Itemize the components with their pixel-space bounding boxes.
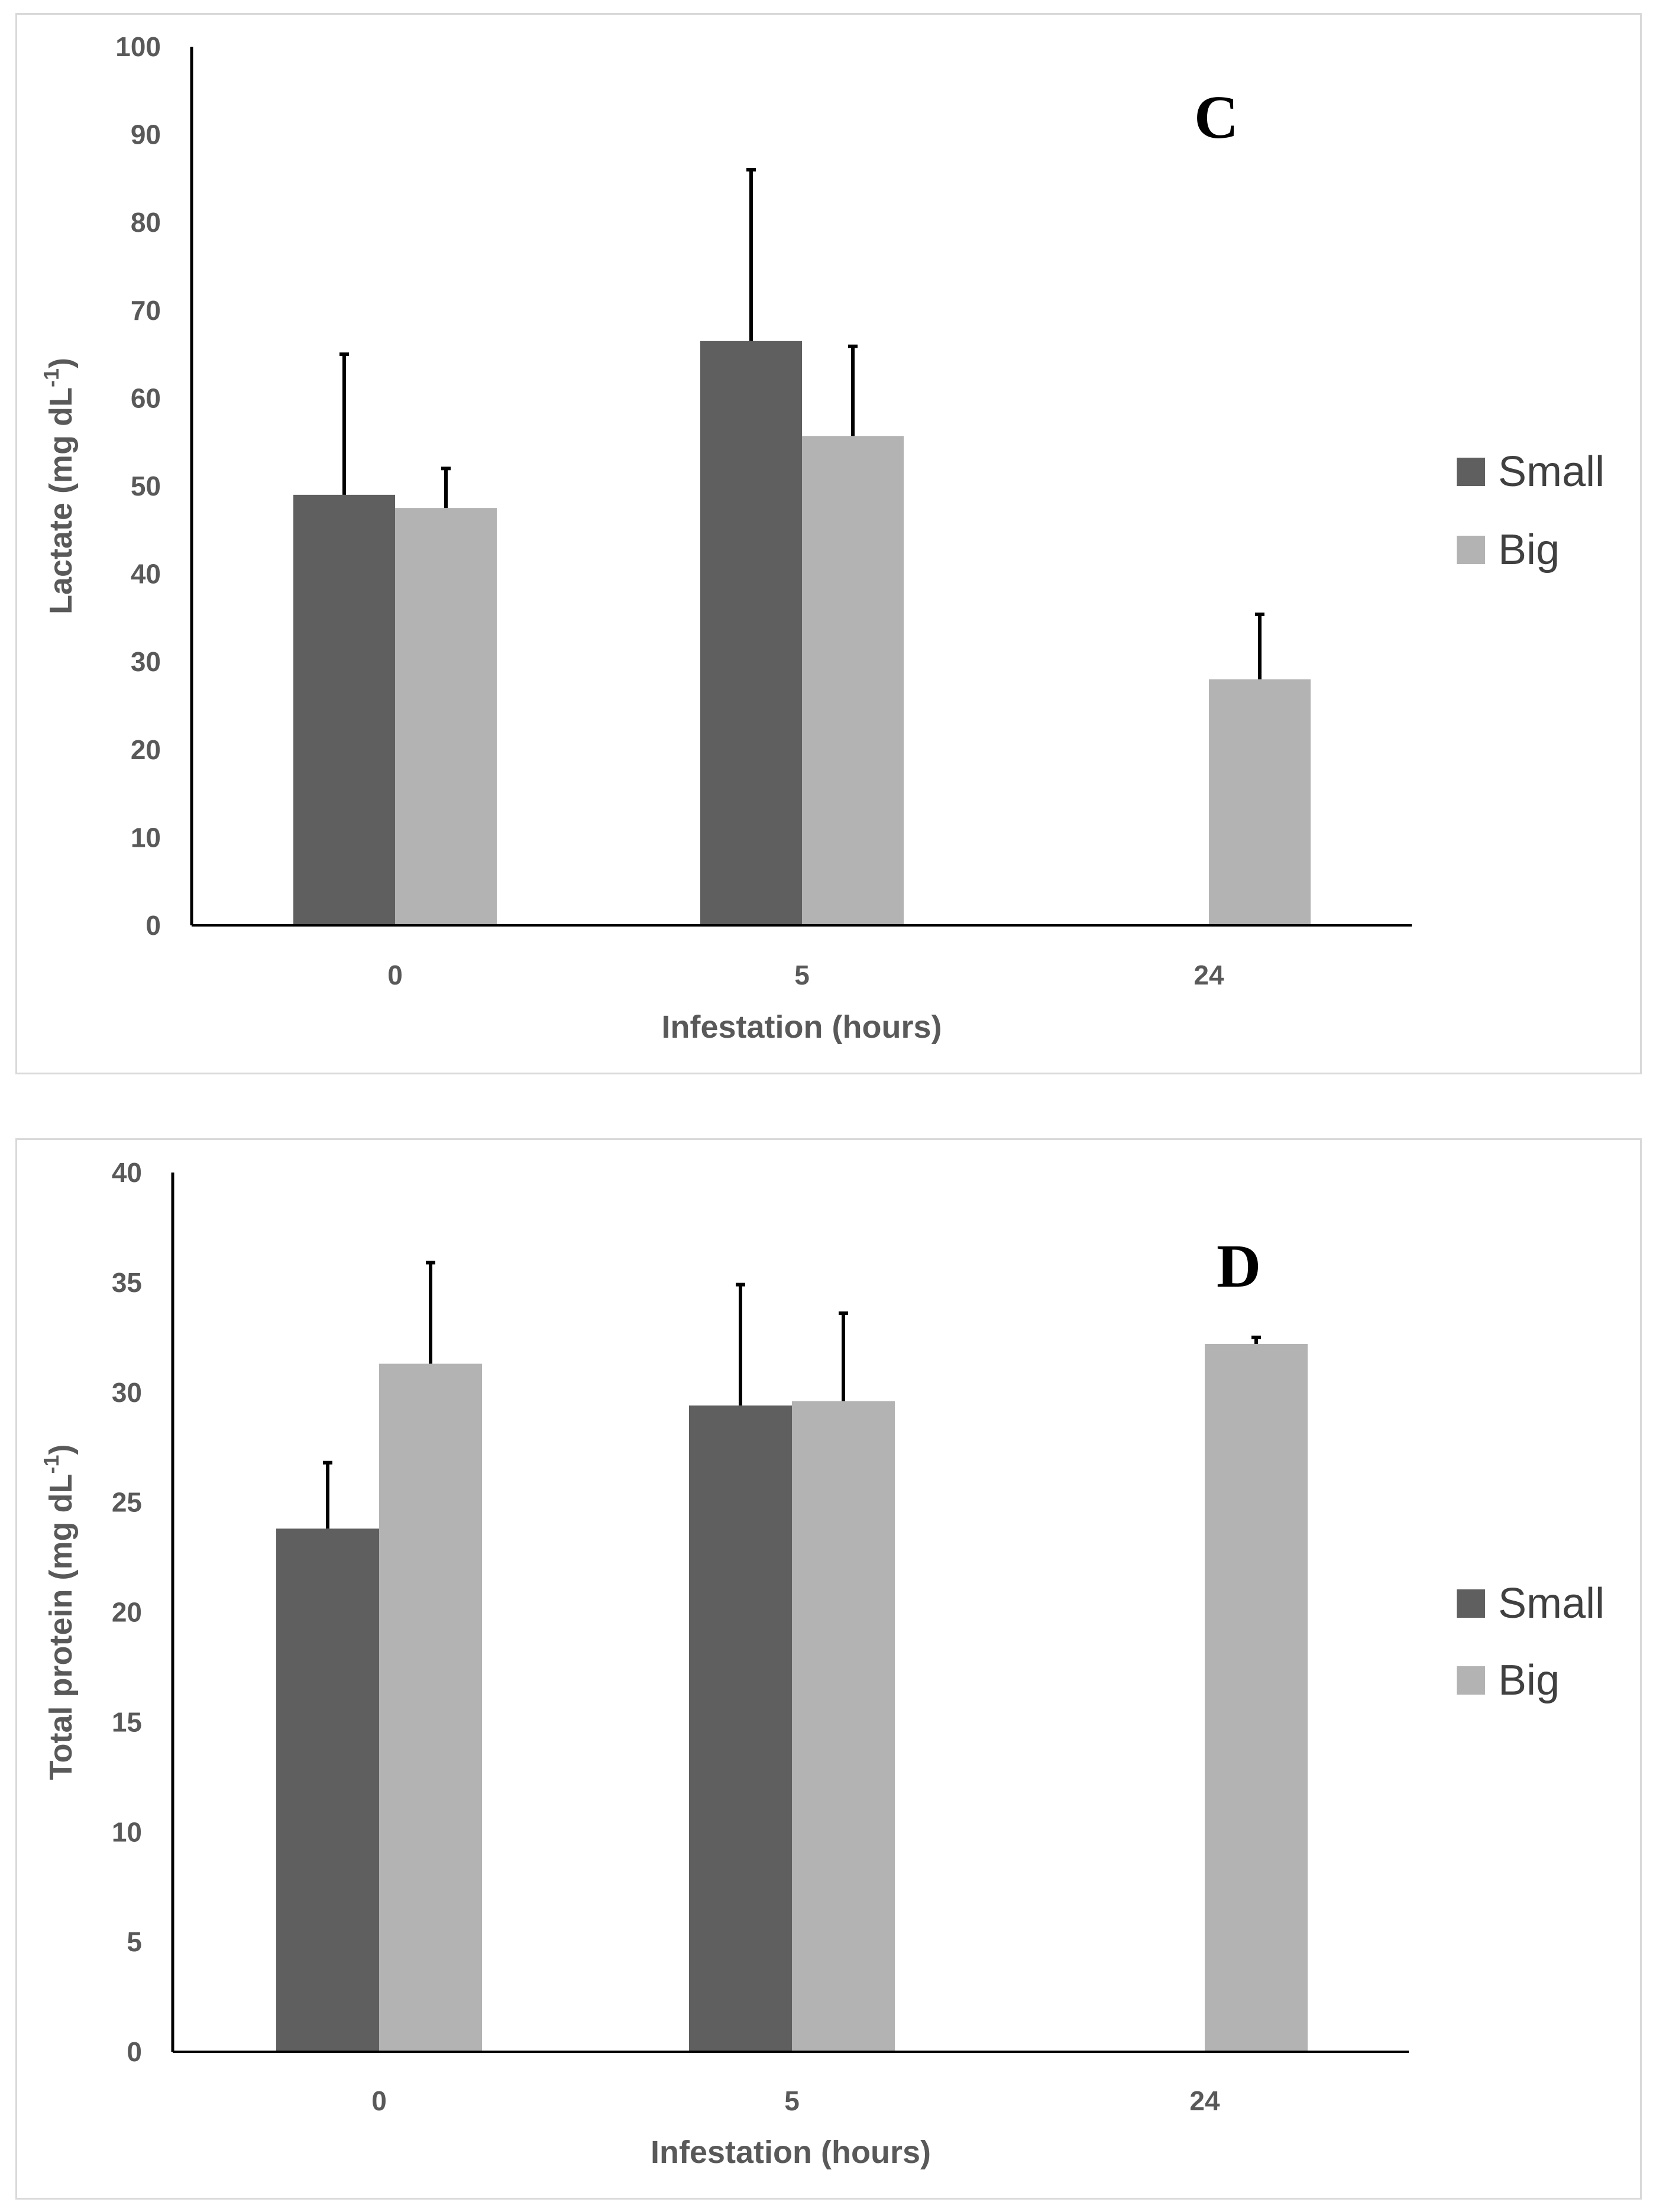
bar-small <box>293 494 395 925</box>
x-axis-title: Infestation (hours) <box>662 1009 942 1045</box>
legend: Small Big <box>1457 1580 1605 1704</box>
y-tick-label: 40 <box>131 559 161 590</box>
legend-swatch-big <box>1457 1666 1485 1695</box>
chart-panel-c: 0 10 20 30 40 50 60 70 80 90 100 0 5 24 Infestation … <box>15 13 1642 1074</box>
x-tick-label: 0 <box>387 960 403 990</box>
legend-label-small: Small <box>1498 1580 1605 1627</box>
bar-big <box>379 1364 482 2052</box>
y-tick-labels: 0 10 20 30 40 50 60 70 80 90 100 <box>115 31 161 941</box>
y-tick-label: 40 <box>112 1157 142 1188</box>
y-axis-title: Total protein (mg dL-1) <box>39 1445 79 1780</box>
y-tick-label: 15 <box>112 1706 142 1737</box>
y-tick-label: 35 <box>112 1267 142 1298</box>
legend-swatch-small <box>1457 1589 1485 1618</box>
y-tick-label: 60 <box>131 383 161 413</box>
bar-big <box>802 436 904 925</box>
legend-label-big: Big <box>1498 526 1560 574</box>
y-tick-label: 50 <box>131 471 161 501</box>
y-tick-label: 30 <box>112 1377 142 1408</box>
y-tick-label: 10 <box>131 822 161 853</box>
legend: Small Big <box>1457 448 1605 574</box>
x-tick-label: 24 <box>1189 2085 1220 2116</box>
y-tick-label: 70 <box>131 295 161 326</box>
legend-label-small: Small <box>1498 448 1605 495</box>
y-tick-label: 25 <box>112 1487 142 1518</box>
bar-small <box>276 1528 379 2052</box>
legend-swatch-small <box>1457 458 1485 486</box>
y-tick-labels: 0 5 10 15 20 25 30 35 40 <box>112 1157 142 2067</box>
x-axis-title: Infestation (hours) <box>651 2135 931 2170</box>
x-tick-label: 24 <box>1194 960 1224 990</box>
x-tick-labels: 0 5 24 <box>387 960 1224 990</box>
bars-layer <box>276 1343 1308 2052</box>
y-tick-label: 90 <box>131 119 161 150</box>
panel-label: C <box>1194 83 1238 151</box>
legend-swatch-big <box>1457 536 1485 564</box>
bar-small <box>700 341 802 925</box>
error-bars-layer <box>323 1261 1261 1529</box>
chart-panel-d: 0 5 10 15 20 25 30 35 40 0 5 24 Infestation (hours… <box>15 1138 1642 2200</box>
y-tick-label: 10 <box>112 1816 142 1847</box>
bar-big <box>1209 679 1311 925</box>
bar-big <box>792 1401 895 2052</box>
chart-c: 0 10 20 30 40 50 60 70 80 90 100 0 5 24 Infestation … <box>39 31 1605 1045</box>
bar-big <box>395 508 497 925</box>
y-tick-label: 0 <box>145 910 161 941</box>
panel-label: D <box>1217 1232 1261 1300</box>
x-tick-labels: 0 5 24 <box>371 2085 1220 2116</box>
y-tick-label: 100 <box>115 31 161 62</box>
y-tick-label: 20 <box>131 734 161 765</box>
legend-label-big: Big <box>1498 1657 1560 1704</box>
y-tick-label: 20 <box>112 1597 142 1628</box>
y-tick-label: 5 <box>127 1926 142 1957</box>
x-tick-label: 5 <box>794 960 810 990</box>
chart-d: 0 5 10 15 20 25 30 35 40 0 5 24 Infestation (hours… <box>39 1157 1605 2170</box>
y-tick-label: 0 <box>127 2036 142 2067</box>
x-tick-label: 5 <box>784 2085 800 2116</box>
y-tick-label: 30 <box>131 646 161 677</box>
y-tick-label: 80 <box>131 207 161 238</box>
y-axis-title: Lactate (mg dL-1) <box>39 358 79 614</box>
bar-small <box>689 1405 792 2052</box>
bars-layer <box>293 341 1311 925</box>
error-bars-layer <box>339 168 1264 679</box>
x-tick-label: 0 <box>371 2085 387 2116</box>
bar-big <box>1205 1343 1308 2052</box>
